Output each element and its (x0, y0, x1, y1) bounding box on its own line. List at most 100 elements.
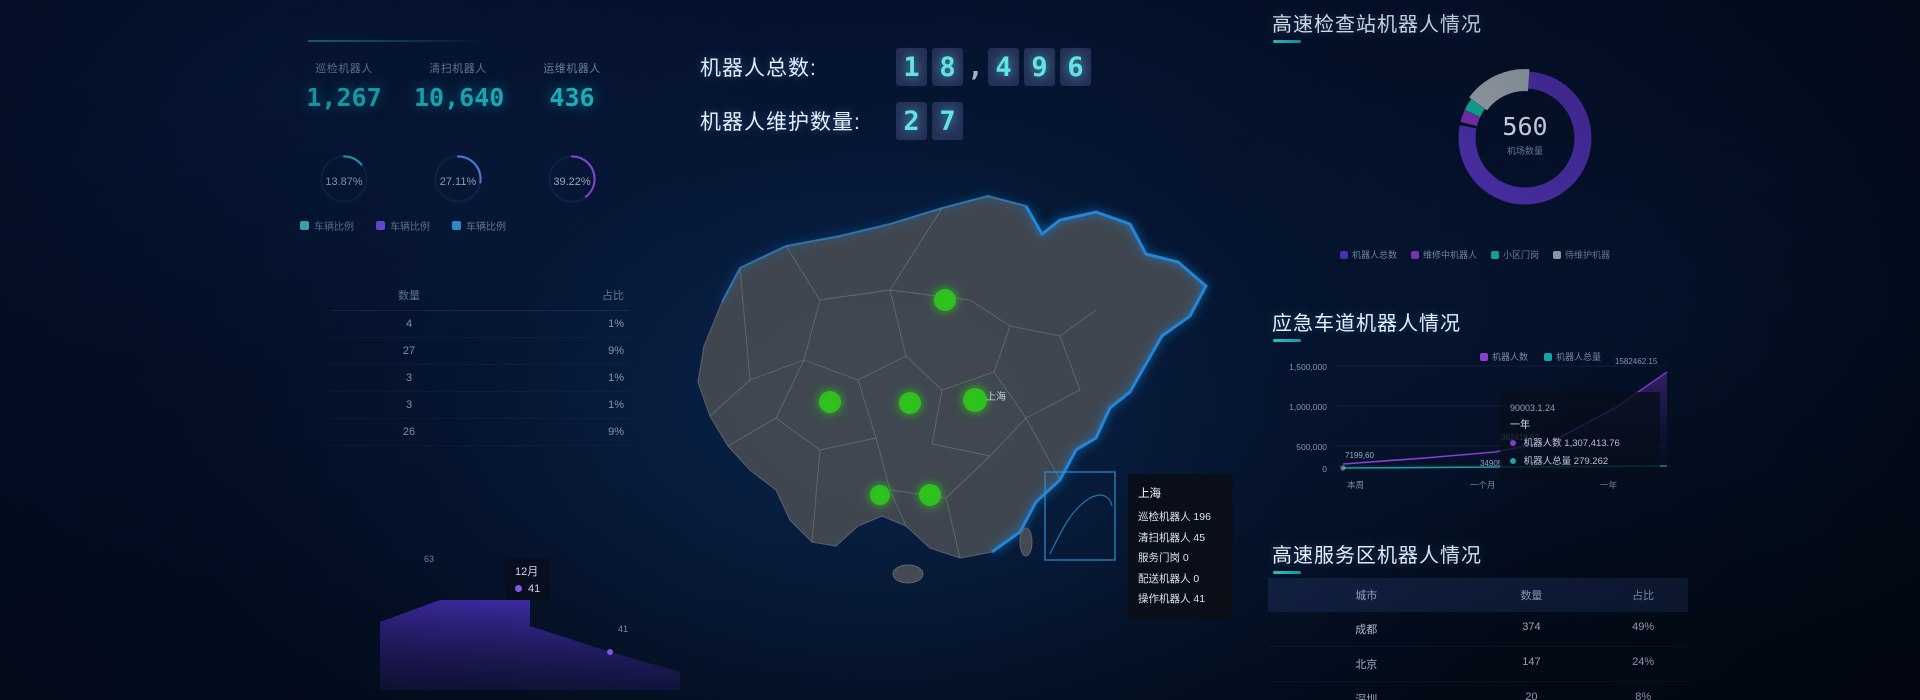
cell-pct: 8% (1635, 691, 1652, 700)
kpi-value: 436 (549, 83, 595, 112)
table-row: 27 9% (330, 338, 630, 365)
cell-count: 3 (405, 372, 413, 384)
panel-rule-checkpoint (1273, 40, 1301, 43)
legend-item[interactable]: 机器人总数 (1340, 248, 1397, 261)
table-row: 4 1% (330, 311, 630, 338)
legend-swatch-icon (1491, 250, 1500, 259)
left-data-table: 数量 占比 4 1% 27 9% 3 1% 3 1% 26 9% (330, 280, 630, 446)
map-tooltip-title: 上海 (1138, 488, 1161, 500)
column-header-city: 城市 (1355, 590, 1378, 602)
legend-swatch-icon (1553, 250, 1562, 259)
maintenance-digit: 2 (896, 102, 927, 140)
legend-item: 车辆比例 (376, 218, 430, 233)
table-row[interactable]: 北京 147 24% (1268, 647, 1688, 682)
cell-count: 3 (405, 399, 413, 411)
column-header-count: 数量 (1520, 590, 1543, 602)
legend-swatch-icon (452, 221, 461, 230)
gauge-ring: 13.87% (300, 148, 388, 203)
kpi-value: 1,267 (306, 83, 382, 112)
cell-count: 20 (1525, 691, 1538, 700)
cell-count: 26 (402, 426, 416, 438)
tooltip-dot-icon (1510, 440, 1516, 447)
gauge-ring: 27.11% (414, 148, 502, 203)
column-header-count: 数量 (398, 290, 420, 302)
kpi-card: 清扫机器人 10,640 (414, 60, 505, 112)
legend-item[interactable]: 待维护机器 (1553, 248, 1610, 261)
donut-legend: 机器人总数 维修中机器人 小区门岗 待维护机器 (1340, 248, 1610, 261)
gauge-percent: 27.11% (439, 176, 477, 188)
map-tooltip: 上海 巡检机器人 196 清扫机器人 45 服务门岗 0 配送机器人 0 操作机… (1128, 474, 1233, 619)
map-city-label: 上海 (986, 392, 1006, 403)
legend-item: 车辆比例 (452, 218, 506, 233)
kpi-card: 运维机器人 436 (528, 60, 616, 112)
kpi-value: 10,640 (414, 83, 505, 112)
svg-text:500,000: 500,000 (1296, 442, 1327, 452)
svg-text:0: 0 (1322, 464, 1327, 474)
svg-text:一个月: 一个月 (1470, 480, 1496, 490)
map-tooltip-row: 操作机器人 41 (1138, 593, 1206, 606)
table-header-row: 城市 数量 占比 (1268, 578, 1688, 612)
svg-text:本周: 本周 (1347, 480, 1364, 490)
cell-count: 27 (402, 345, 416, 357)
panel-title-service-area: 高速服务区机器人情况 (1272, 545, 1482, 567)
svg-text:1,000,000: 1,000,000 (1289, 402, 1327, 412)
kpi-label: 运维机器人 (543, 63, 601, 75)
cell-count: 4 (405, 318, 413, 330)
kpi-label: 巡检机器人 (315, 63, 373, 75)
tooltip-value-row: 41 (515, 583, 540, 595)
kpi-card: 巡检机器人 1,267 (300, 60, 388, 112)
legend-swatch-icon (300, 221, 309, 230)
total-separator: , (967, 51, 984, 83)
gauge-percent: 13.87% (325, 176, 363, 188)
table-row: 3 1% (330, 392, 630, 419)
left-panel-rule (308, 40, 483, 42)
legend-label: 车辆比例 (390, 222, 430, 233)
legend-label: 车辆比例 (314, 222, 354, 233)
cell-city: 成都 (1355, 624, 1378, 636)
map-tooltip-row: 巡检机器人 196 (1138, 511, 1211, 524)
cell-city: 北京 (1355, 659, 1378, 671)
tooltip-title: 12月 (515, 566, 539, 578)
legend-swatch-icon (1340, 250, 1348, 259)
legend-item[interactable]: 小区门岗 (1491, 248, 1539, 261)
area-point-label: 63 (424, 554, 435, 564)
panel-title-emergency: 应急车道机器人情况 (1272, 313, 1461, 335)
emergency-chart-tooltip: 90003.1.24 一年 机器人数 1,307,413.76 机器人总量 27… (1500, 392, 1660, 479)
checkpoint-donut-chart[interactable]: 560 机场数量 (1400, 50, 1650, 220)
legend-swatch-icon (1411, 250, 1420, 259)
panel-rule-emergency (1273, 339, 1301, 342)
cell-count: 374 (1522, 621, 1541, 633)
legend-swatch-icon (376, 221, 385, 230)
left-kpi-grid: 巡检机器人 1,267 清扫机器人 10,640 运维机器人 436 (300, 60, 630, 112)
kpi-label: 清扫机器人 (429, 63, 487, 75)
tooltip-dot-icon (515, 585, 522, 592)
cell-pct: 49% (1632, 621, 1655, 633)
service-area-table: 城市 数量 占比 成都 374 49% 北京 147 24% 深圳 20 8% … (1268, 578, 1688, 700)
legend-item: 车辆比例 (300, 218, 354, 233)
left-legend: 车辆比例 车辆比例 车辆比例 (300, 218, 630, 233)
svg-text:一年: 一年 (1600, 480, 1618, 490)
table-row[interactable]: 深圳 20 8% (1268, 682, 1688, 700)
panel-title-checkpoint: 高速检查站机器人情况 (1272, 14, 1482, 36)
svg-text:7199,60: 7199,60 (1345, 451, 1374, 460)
tooltip-row: 机器人数 1,307,413.76 (1510, 435, 1650, 453)
gauge-group: 13.87% 27.11% 39.22% (300, 148, 630, 203)
counter-maintenance-label: 机器人维护数量: (700, 111, 861, 134)
table-row: 26 9% (330, 419, 630, 446)
column-header-pct: 占比 (1632, 590, 1655, 602)
table-row[interactable]: 成都 374 49% (1268, 612, 1688, 647)
legend-item[interactable]: 维修中机器人 (1411, 248, 1477, 261)
legend-label: 车辆比例 (466, 222, 506, 233)
total-digit: 4 (988, 48, 1019, 86)
map-tooltip-row: 配送机器人 0 (1138, 572, 1200, 585)
table-row: 3 1% (330, 365, 630, 392)
legend-label: 待维护机器 (1565, 250, 1611, 260)
tooltip-subheader: 一年 (1510, 419, 1530, 431)
panel-rule-service-area (1273, 571, 1301, 574)
svg-text:1582462.15: 1582462.15 (1615, 357, 1658, 366)
legend-label: 小区门岗 (1503, 250, 1540, 260)
map-tooltip-row: 清扫机器人 45 (1138, 531, 1206, 544)
